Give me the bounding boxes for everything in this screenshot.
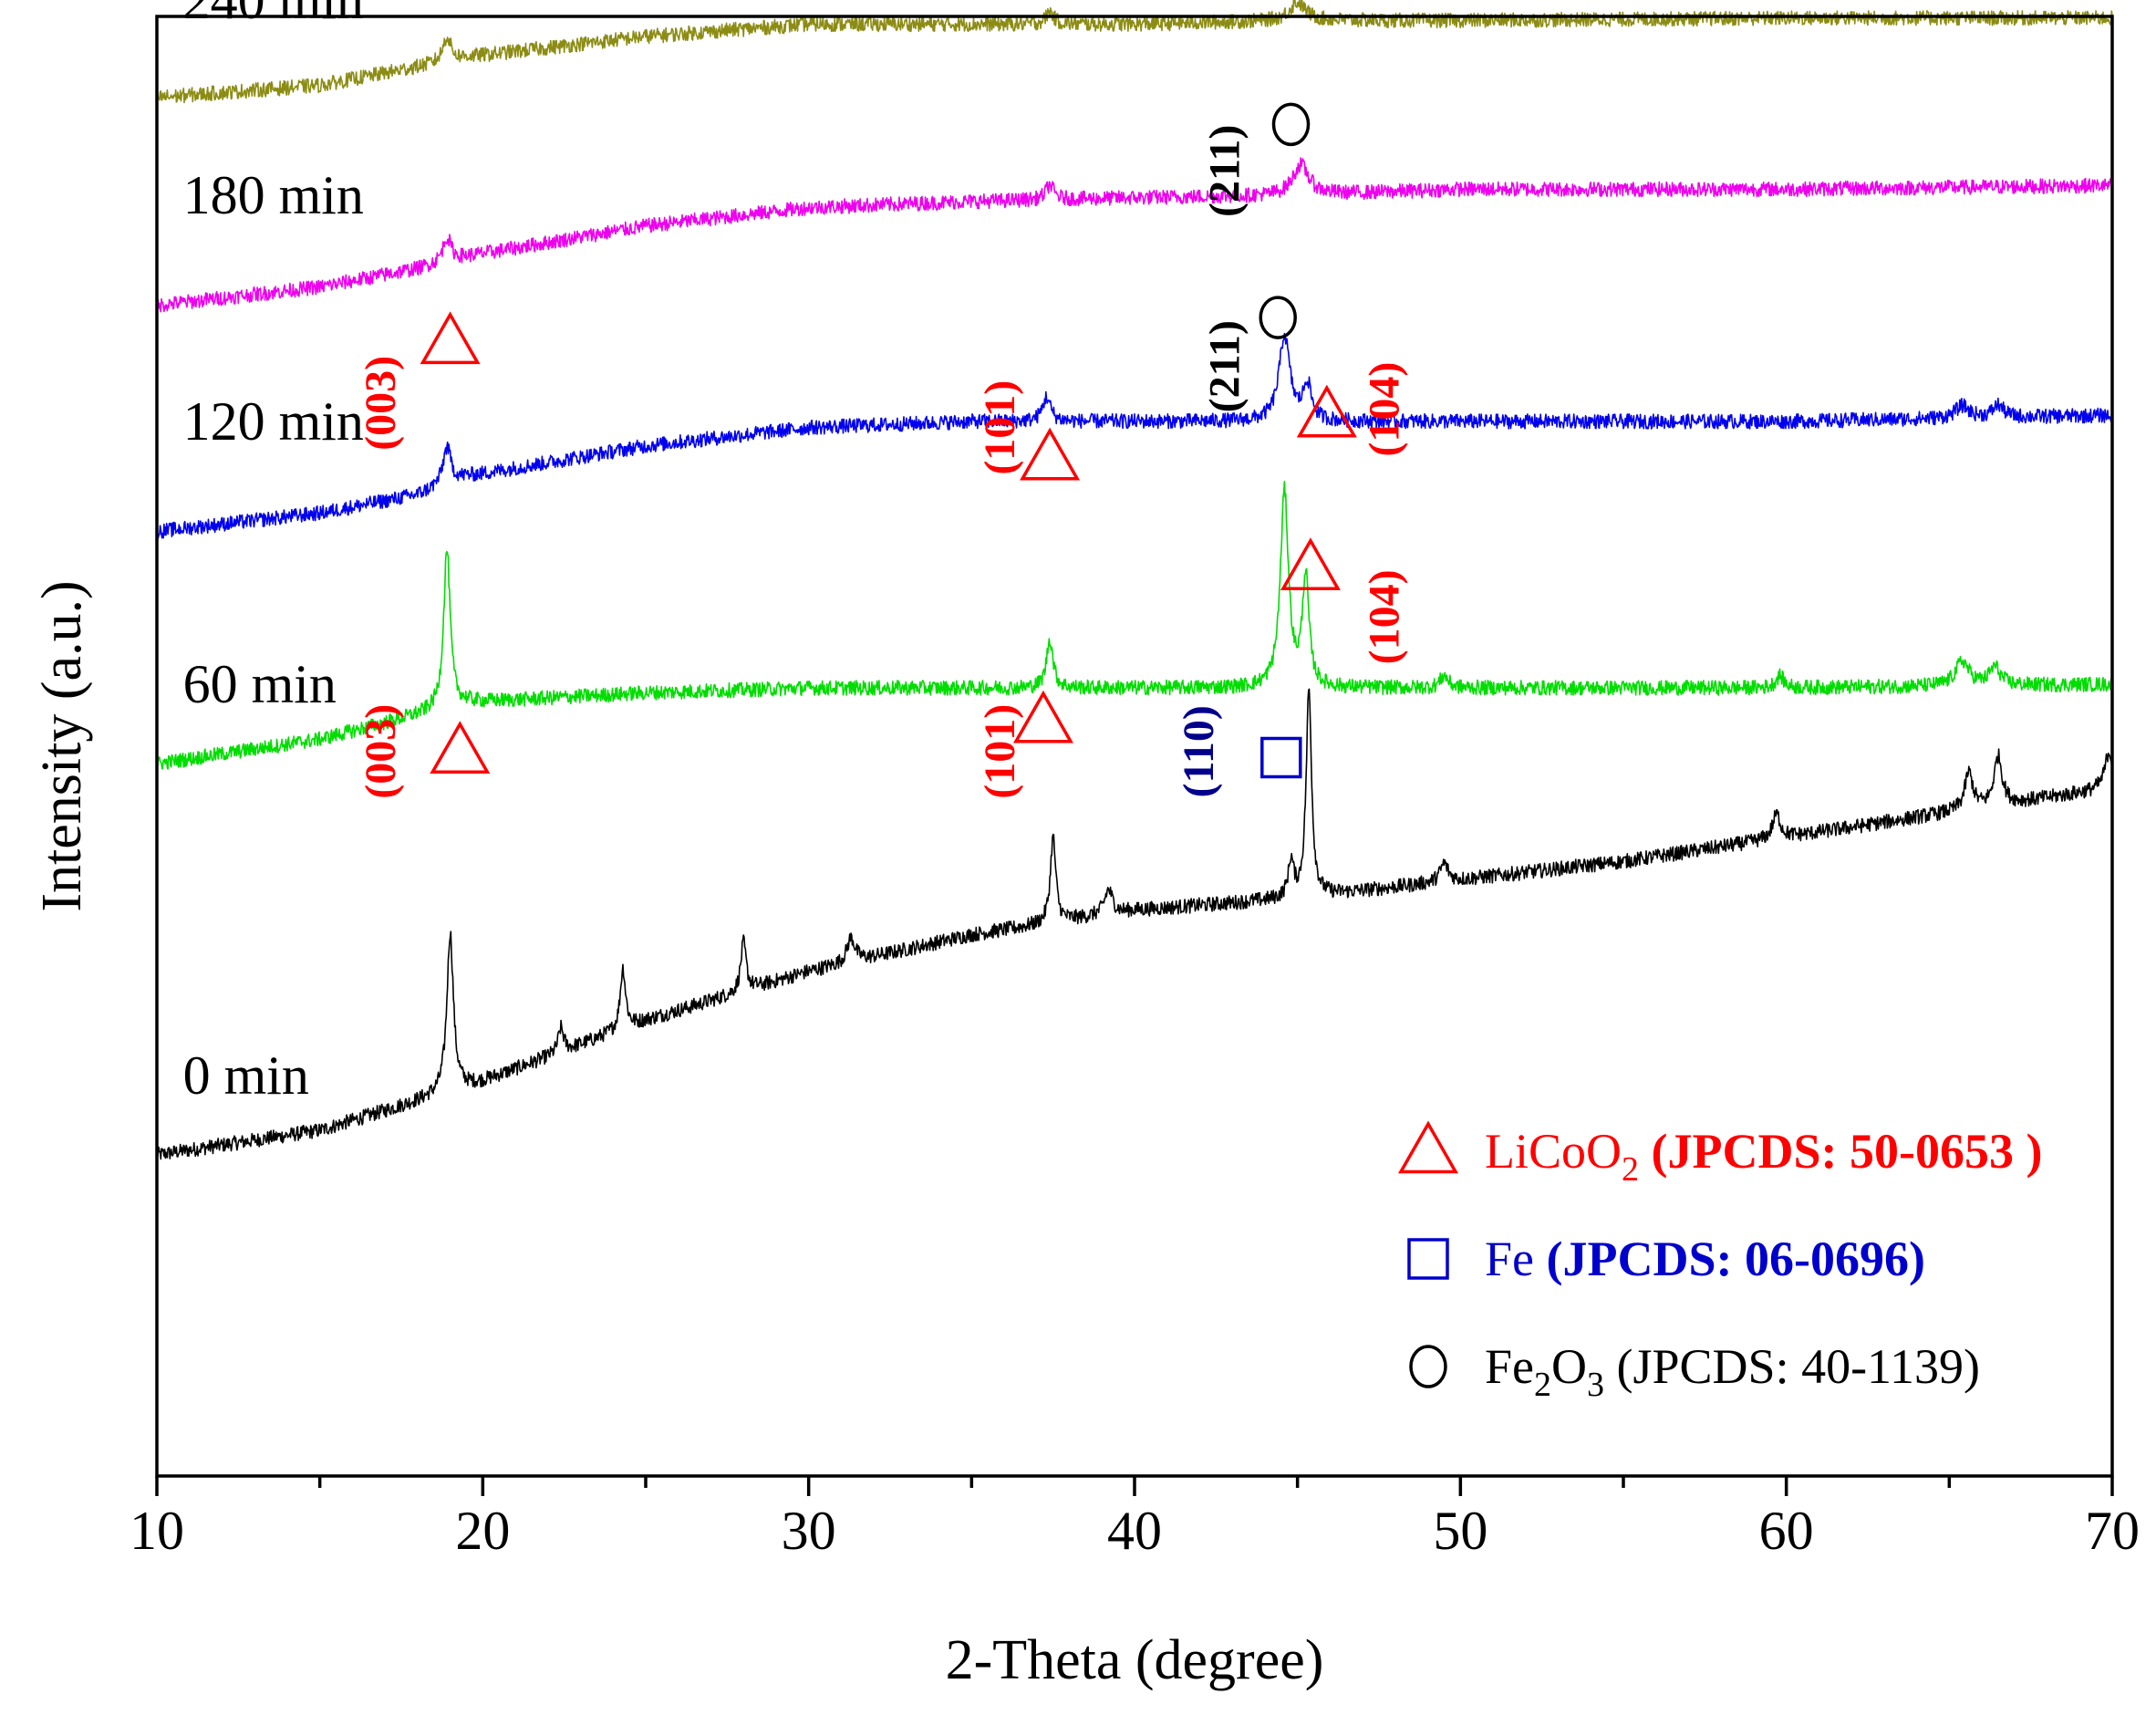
hkl-label-4: (003) [357,356,405,451]
legend-entry-0: LiCoO2 (JPCDS: 50-0653 ) [1485,1124,2042,1189]
series-line-0-min [156,688,2113,1160]
series-label-0-min: 0 min [183,1045,309,1106]
triangle-marker-0 [430,721,491,774]
y-axis-label: Intensity (a.u.) [31,580,93,911]
triangle-marker-6 [1296,384,1357,438]
marker-layer [420,102,1357,779]
legend-square-icon [1407,1238,1449,1280]
hkl-label-6: (211) [1200,320,1249,412]
hkl-label-5: (101) [976,380,1024,475]
hkl-label-2: (110) [1175,705,1223,797]
series-label-180-min: 180 min [183,165,364,225]
x-tick-label-50: 50 [1433,1501,1487,1561]
x-axis: 10 20 30 40 50 60 70 [130,1476,2140,1561]
hkl-label-0: (003) [357,704,405,799]
hkl-label-8: (211) [1200,125,1249,217]
square-marker-3 [1260,736,1302,779]
hkl-label-1: (101) [976,704,1024,799]
x-tick-label-20: 20 [455,1501,510,1561]
legend-triangle-icon [1397,1120,1459,1174]
x-tick-label-10: 10 [130,1501,184,1561]
series-line-60-min [156,480,2113,770]
circle-marker-8 [1271,102,1311,147]
legend: LiCoO2 (JPCDS: 50-0653 ) Fe (JPCDS: 06-06… [1397,1120,2042,1404]
triangle-marker-4 [420,311,481,365]
x-tick-label-70: 70 [2085,1501,2140,1561]
circle-marker-7 [1259,296,1297,339]
series-label-60-min: 60 min [183,654,337,714]
x-axis-label: 2-Theta (degree) [946,1629,1324,1691]
legend-entry-2: Fe2O3 (JPCDS: 40-1139) [1485,1339,1980,1404]
x-tick-label-30: 30 [782,1501,836,1561]
legend-circle-icon [1409,1345,1447,1388]
x-tick-label-60: 60 [1759,1501,1814,1561]
hkl-label-7: (104) [1360,362,1408,457]
series-label-120-min: 120 min [183,391,364,452]
triangle-marker-2 [1280,537,1341,591]
triangle-marker-1 [1012,690,1073,743]
hkl-label-3: (104) [1360,569,1408,664]
legend-entry-1: Fe (JPCDS: 06-0696) [1485,1232,1925,1286]
series-line-120-min [156,332,2113,539]
series-line-240-min [156,0,2113,104]
series-layer [156,0,2113,1160]
x-tick-label-40: 40 [1107,1501,1162,1561]
triangle-marker-5 [1020,427,1081,481]
series-line-180-min [156,157,2113,313]
